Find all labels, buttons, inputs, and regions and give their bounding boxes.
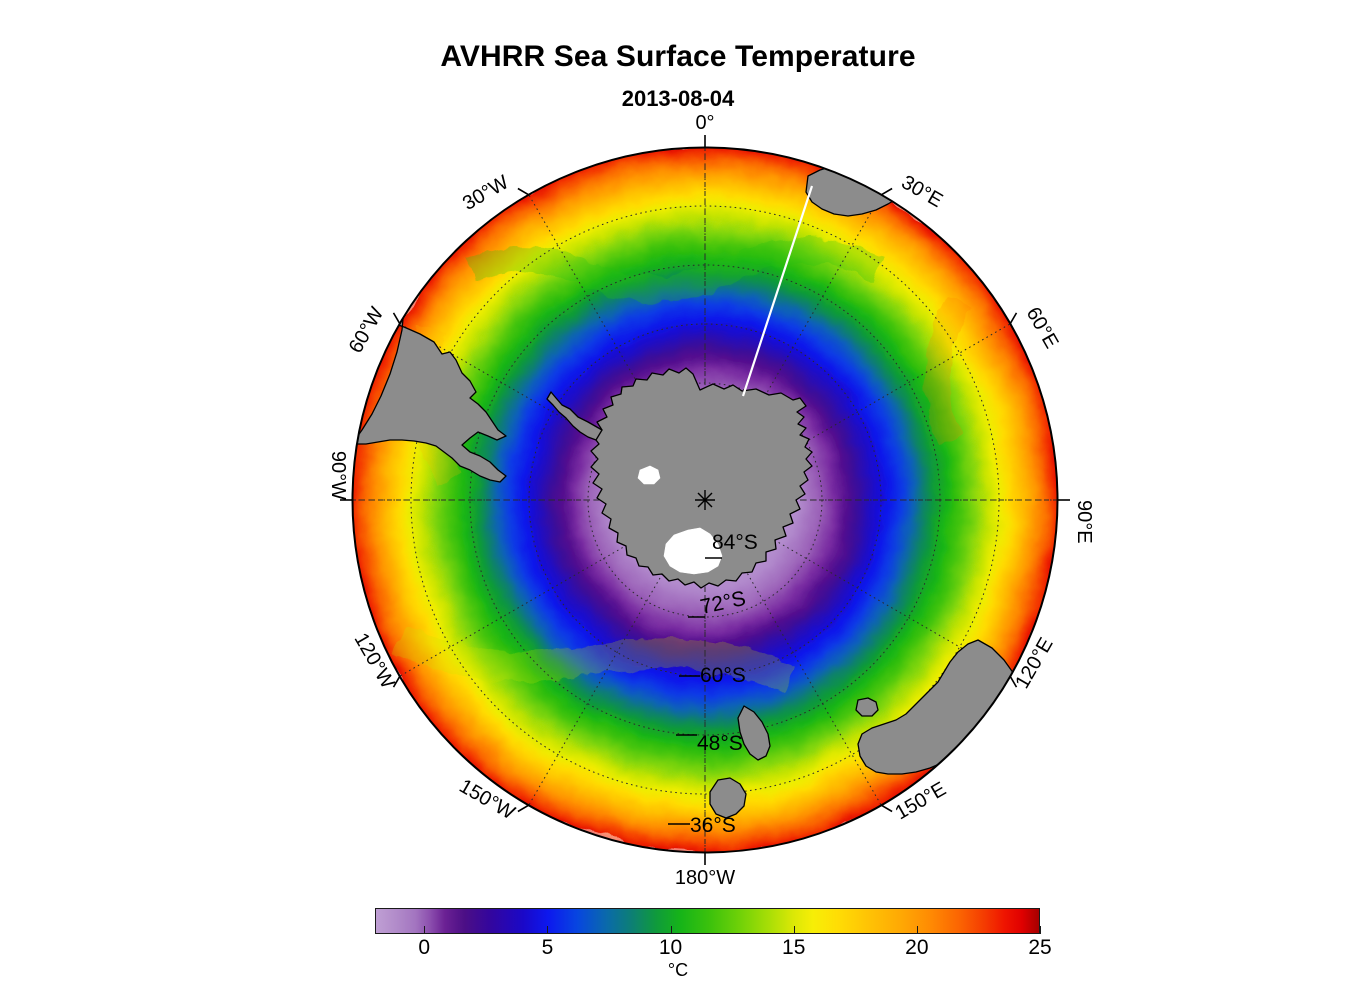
colorbar-ticklabel-0: 0 [418,936,431,959]
colorbar-tick-25 [1040,926,1041,934]
filchner-ronne-ice-shelf [637,465,661,485]
longitude-label-30e: 30°E [898,171,947,212]
colorbar-unit-label: °C [667,960,689,980]
south-pole-marker [695,490,715,510]
land-antarctica [590,367,813,589]
latitude-label-60s: 60°S [700,664,746,687]
colorbar-ticklabel-20: 20 [905,936,929,959]
satellite-track-line [741,185,814,397]
land-new-zealand-north [709,777,747,819]
colorbar-tickmarks [375,908,1041,934]
latitude-label-36s: 36°S [690,814,736,837]
colorbar-tick-15 [793,926,795,934]
longitude-label-0: 0° [695,112,714,134]
latitude-ticks [668,557,722,825]
land-tasmania [855,697,879,717]
colorbar-tick-10 [670,926,672,934]
land-polygons [353,163,1023,819]
longitude-label-180w: 180°W [675,867,735,889]
colorbar[interactable] [375,908,1041,934]
colorbar-ticklabel-10: 10 [658,936,683,959]
colorbar-ticklabel-5: 5 [541,936,554,959]
land-antarctic-peninsula [546,391,603,441]
longitude-label-30w: 30°W [459,171,513,215]
longitude-label-60e: 60°E [1022,304,1063,353]
colorbar-tick-5 [547,926,549,934]
longitude-ticks [340,135,1070,865]
page-title: AVHRR Sea Surface Temperature [440,40,916,73]
land-new-zealand-south [737,705,771,761]
latitude-label-48s: 48°S [697,732,743,755]
colorbar-tick-20 [916,926,918,934]
ross-ice-shelf [663,527,723,575]
ice-shelves [637,465,723,575]
colorbar-gradient [375,908,1040,934]
longitude-label-60w: 60°W [345,303,389,357]
colorbar-tick-labels: 0 5 10 15 20 25 [375,936,1051,962]
longitude-label-90w: 90°W [327,451,349,500]
figure-date-subtitle: 2013-08-04 [621,86,735,111]
longitude-label-90e: 90°E [1073,500,1095,544]
colorbar-ticklabel-15: 15 [782,936,806,959]
colorbar-tick-0 [424,926,426,934]
latitude-label-84s: 84°S [712,531,758,554]
colorbar-ticklabel-25: 25 [1028,936,1052,959]
